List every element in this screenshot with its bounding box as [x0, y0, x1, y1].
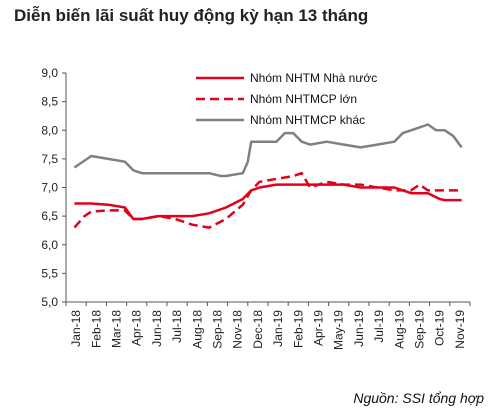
chart-title: Diễn biến lãi suất huy động kỳ hạn 13 th… [14, 6, 369, 25]
legend: Nhóm NHTM Nhà nước Nhóm NHTMCP lớn Nhóm NH… [196, 71, 377, 127]
x-tick-label: Aug-19 [392, 310, 406, 349]
y-tick-label: 8,5 [41, 95, 58, 109]
y-tick-label: 5,5 [41, 266, 58, 280]
x-tick-label: Sep-19 [413, 310, 427, 349]
y-tick-label: 6,0 [41, 238, 58, 252]
x-tick-label: Mar-18 [110, 310, 124, 348]
legend-label: Nhóm NHTMCP lớn [250, 92, 357, 106]
x-tick-label: Jan-19 [271, 310, 285, 347]
x-tick-label: Jun-18 [150, 310, 164, 347]
x-tick-label: Aug-18 [190, 310, 204, 349]
y-tick-label: 8,0 [41, 123, 58, 137]
x-tick-label: Jun-19 [352, 310, 366, 347]
x-tick-label: Oct-19 [433, 310, 447, 346]
y-tick-label: 5,0 [41, 295, 58, 309]
x-tick-label: Jan-18 [69, 310, 83, 347]
x-tick-label: Jul-19 [372, 310, 386, 343]
y-tick-label: 7,0 [41, 181, 58, 195]
y-tick-label: 6,5 [41, 209, 58, 223]
x-tick-label: Apr-18 [130, 310, 144, 346]
series-lines [73, 123, 463, 229]
legend-label: Nhóm NHTM Nhà nước [250, 71, 377, 85]
x-tick-label: May-19 [332, 310, 346, 350]
source-note: Nguồn: SSI tổng hợp [353, 390, 484, 406]
series-line-3 [73, 123, 463, 178]
x-tick-label: Sep-18 [211, 310, 225, 349]
x-tick-label: Nov-18 [231, 310, 245, 349]
x-tick-label: Dec-18 [251, 310, 265, 349]
series-line-1 [74, 183, 462, 221]
x-tick-label: Feb-18 [89, 310, 103, 348]
y-tick-label: 9,0 [41, 66, 58, 80]
x-tick-label: Feb-19 [291, 310, 305, 348]
legend-label: Nhóm NHTMCP khác [250, 113, 365, 127]
x-tick-label: Nov-19 [453, 310, 467, 349]
y-tick-label: 7,5 [41, 152, 58, 166]
x-axis: Jan-18 Feb-18 Mar-18 Apr-18 Jun-18 Jul-18 Aug-… [65, 301, 471, 350]
x-tick-label: Apr-19 [312, 310, 326, 346]
y-axis: 5,0 5,5 6,0 6,5 7,0 7,5 8,0 8,5 9,0 [41, 66, 67, 309]
x-tick-label: Jul-18 [170, 310, 184, 343]
